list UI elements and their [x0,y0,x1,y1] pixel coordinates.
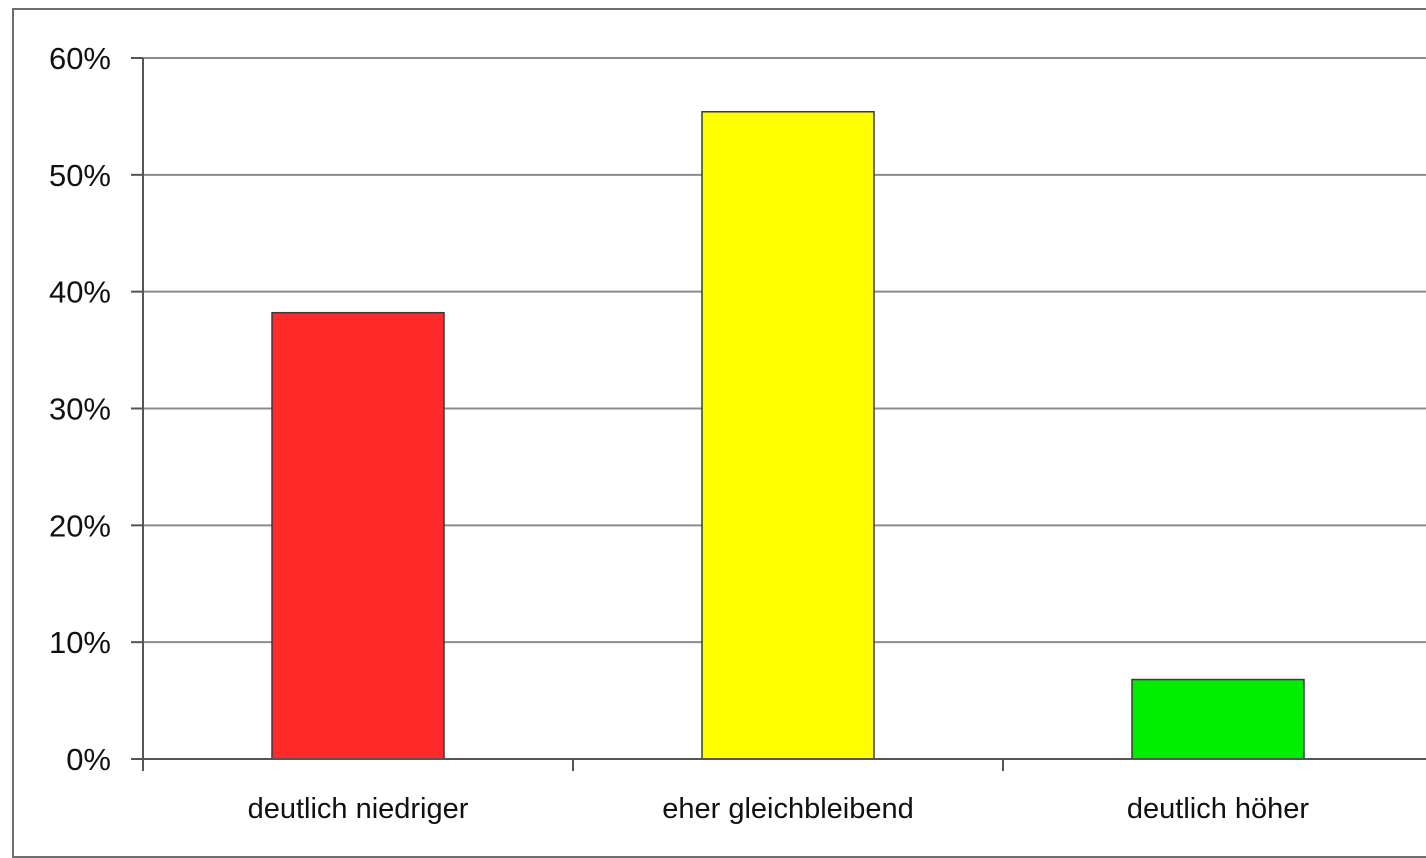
y-tick-label: 10% [49,625,111,660]
axes [131,57,1426,771]
labels: 0% 10% 20% 30% 40% 50% 60% deutlich niedriger eh… [49,41,1309,825]
bars [271,110,1305,760]
x-category-label: eher gleichbleibend [662,793,914,825]
bar [1131,678,1305,760]
y-tick-label: 60% [49,41,111,76]
bar [271,311,445,760]
y-tick-label: 0% [66,742,111,777]
x-category-label: deutlich höher [1127,793,1310,825]
y-tick-label: 30% [49,392,111,427]
y-tick-label: 50% [49,158,111,193]
y-tick-label: 40% [49,275,111,310]
bar [701,110,875,760]
y-tick-label: 20% [49,508,111,543]
x-category-label: deutlich niedriger [248,793,469,825]
